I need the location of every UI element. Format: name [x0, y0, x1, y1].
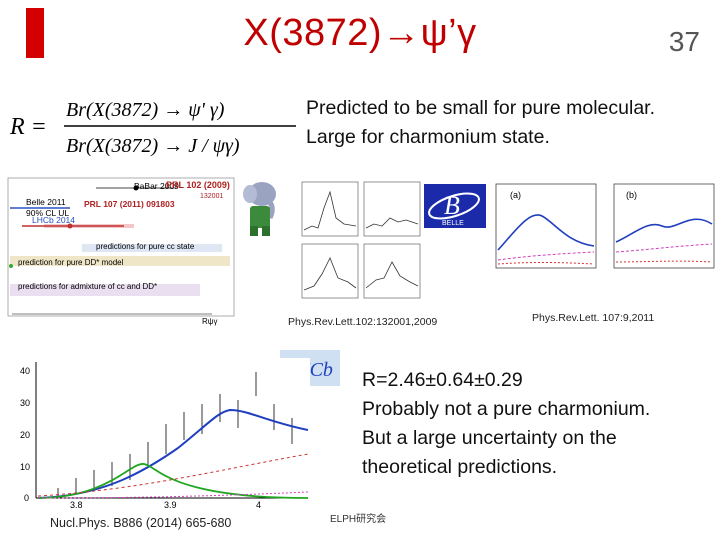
slide-title: X(3872)→ψ’γ — [243, 12, 477, 54]
elephant-body — [250, 206, 270, 228]
label-cl: 90% CL UL — [26, 208, 69, 218]
belle-panel-b: (b) — [613, 183, 715, 269]
elephant-trunk — [264, 196, 275, 220]
elephant-leg-right — [262, 226, 270, 236]
prediction-text: Predicted to be small for pure molecular… — [306, 94, 716, 152]
belle-logo-ring — [428, 192, 480, 220]
result-line-4: theoretical predictions. — [362, 456, 558, 478]
lhcb-other-fit — [37, 491, 309, 499]
belle-panel-a: (a) — [495, 183, 597, 269]
babar-panel-d — [363, 243, 421, 299]
lhcb-signal-fit — [37, 463, 309, 499]
lhcb-background-fit — [37, 453, 309, 497]
babar-reference: Phys.Rev.Lett.102:132001,2009 — [288, 316, 438, 328]
label-prl102: PRL 102 (2009) — [166, 180, 230, 190]
belle-panel-b-label: (b) — [626, 190, 637, 200]
lhcb-xtick-3.9: 3.9 — [164, 500, 177, 510]
lhcb-total-fit — [37, 408, 309, 499]
elephant-ear — [243, 185, 257, 203]
babar-point — [133, 185, 139, 191]
lhcb-ytick-10: 10 — [20, 462, 30, 472]
ratio-formula: R = Br(X(3872) → ψ' γ) Br(X(3872) → J / … — [9, 99, 296, 157]
band-dd — [10, 256, 230, 266]
footer-text: ELPH研究会 — [330, 514, 387, 525]
babar-panel-a — [301, 181, 359, 237]
lhcb-ytick-20: 20 — [20, 430, 30, 440]
lhcb-point — [67, 223, 73, 229]
prediction-line-1: Predicted to be small for pure molecular… — [306, 97, 656, 119]
babar-panel-b — [363, 181, 421, 237]
lhcb-ytick-0: 0 — [24, 493, 29, 503]
lhcb-xtick-3.8: 3.8 — [70, 500, 83, 510]
label-babar: BaBar 2009 — [134, 181, 179, 191]
band-cc — [82, 244, 222, 252]
lhcb-reference: Nucl.Phys. B886 (2014) 665-680 — [50, 516, 232, 530]
label-prl102-num: 132001 — [200, 193, 223, 200]
lhcb-data-points — [57, 372, 293, 498]
label-prl107: PRL 107 (2011) 091803 — [84, 199, 175, 209]
belle-reference: Phys.Rev.Lett. 107:9,2011 — [532, 312, 655, 324]
babar-panel-c — [301, 243, 359, 299]
result-line-3: But a large uncertainty on the — [362, 427, 617, 449]
babar-elephant-logo — [243, 182, 276, 236]
lhcb-ytick-30: 30 — [20, 398, 30, 408]
lhcb-xtick-4: 4 — [256, 500, 261, 510]
formula-denominator: Br(X(3872) → J / ψγ) — [66, 135, 240, 157]
prediction-line-2: Large for charmonium state. — [306, 126, 550, 148]
label-lhcb: LHCb 2014 — [32, 215, 75, 225]
belle-fit-plots: (a) (b) — [486, 180, 718, 288]
formula-numerator: Br(X(3872) → ψ' γ) — [66, 99, 225, 121]
label-pred-dd: prediction for pure DD* model — [18, 258, 124, 267]
page-number: 37 — [668, 26, 700, 57]
band-mix — [10, 284, 200, 296]
result-text: R=2.46±0.64±0.29 Probably not a pure cha… — [362, 366, 717, 482]
belle-logo-text: BELLE — [442, 220, 464, 227]
theory-comparison-plot: BaBar 2009 PRL 102 (2009) 132001 Belle 2… — [4, 176, 236, 326]
dd-marker — [9, 264, 13, 268]
belle-panel-a-label: (a) — [510, 190, 521, 200]
label-belle: Belle 2011 — [26, 197, 66, 207]
lhcb-ytick-40: 40 — [20, 366, 30, 376]
label-pred-mix: predictions for admixture of cc and DD* — [18, 282, 157, 291]
babar-histograms — [288, 178, 424, 308]
belle-logo-letter: B — [444, 191, 460, 220]
label-pred-cc: predictions for pure cc state — [96, 242, 195, 251]
result-line-2: Probably not a pure charmonium. — [362, 398, 651, 420]
elephant-leg-left — [250, 226, 258, 236]
label-axis: Rψγ — [202, 317, 217, 326]
title-accent-bar — [26, 8, 44, 58]
lhcb-mass-plot: 40 30 20 10 0 3.8 3.9 4 — [18, 358, 310, 514]
belle-logo: B BELLE — [424, 184, 486, 228]
result-line-1: R=2.46±0.64±0.29 — [362, 369, 523, 391]
formula-r: R = — [9, 114, 47, 140]
